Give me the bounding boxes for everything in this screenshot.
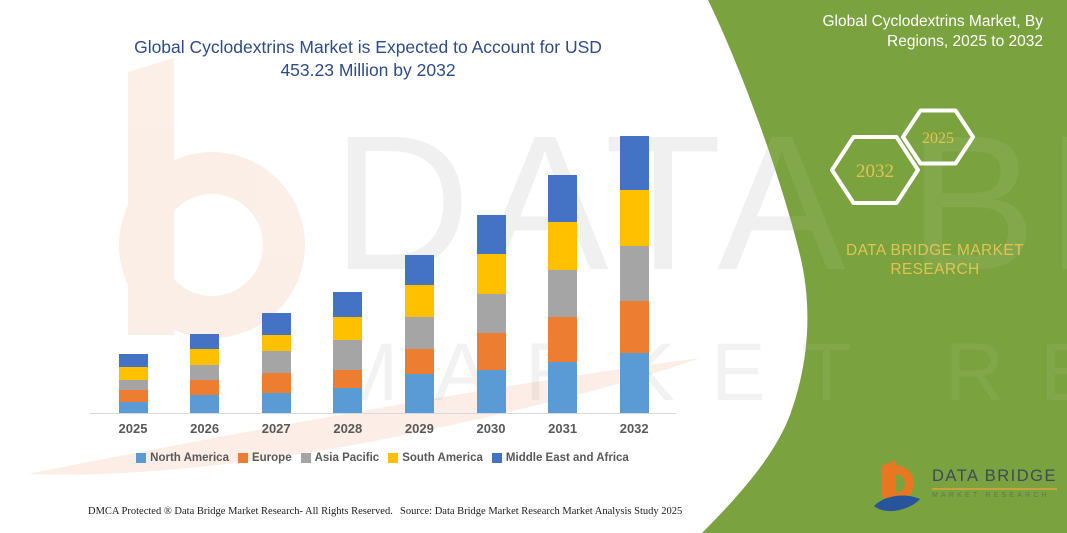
x-axis-label-2025: 2025 [118,421,148,436]
stacked-bar-2025 [118,354,148,413]
x-axis-label-2027: 2027 [261,421,291,436]
legend-label: Asia Pacific [314,452,380,464]
bar-segment-north-america [619,353,649,413]
bar-segment-middle-east-and-africa [333,292,363,317]
bar-segment-asia-pacific [476,293,506,333]
legend-item-europe: Europe [237,452,292,464]
chart-legend: North America Europe Asia Pacific South Ame… [90,452,675,464]
legend-swatch [136,453,147,463]
plot-area: 2025 2026 2027 2028 2029 2030 2031 2032 [90,120,676,436]
logo-name: DATA BRIDGE [932,467,1057,485]
x-axis-label-2029: 2029 [404,421,434,436]
panel-title-line2: Regions, 2025 to 2032 [887,33,1043,50]
bar-segment-middle-east-and-africa [404,254,434,286]
hexagon-badges: 2032 2025 [830,108,975,205]
bar-segment-north-america [548,361,578,413]
bar-segment-south-america [261,334,291,352]
bar-segment-middle-east-and-africa [548,175,578,222]
legend-label: Middle East and Africa [505,452,629,464]
x-axis-label-2032: 2032 [619,421,649,436]
chart-title: Global Cyclodextrins Market is Expected … [62,36,674,82]
bar-segment-europe [476,332,506,371]
bar-segment-north-america [333,387,363,413]
brand-caption-line1: DATA BRIDGE MARKET [845,242,1024,259]
stacked-bar-2032 [619,136,649,413]
hexagon-2025-label: 2025 [922,130,954,147]
legend-swatch [491,453,502,463]
bar-segment-europe [404,348,434,374]
legend-item-north-america: North America [136,452,229,464]
bar-segment-europe [548,317,578,362]
legend-label: Europe [251,452,292,464]
stacked-bar-2030 [476,215,506,413]
hexagon-2025 [901,108,975,166]
hexagon-2032-label: 2032 [856,161,894,182]
bar-segment-south-america [190,348,220,366]
legend-label: South America [402,452,483,464]
bar-segment-middle-east-and-africa [261,312,291,335]
x-axis-label-2028: 2028 [333,421,363,436]
x-axis-line [90,413,676,414]
bar-segment-europe [333,369,363,388]
legend-label: North America [150,452,229,464]
bar-segment-asia-pacific [118,380,148,391]
stacked-bar-2029 [404,254,434,413]
footer-source: Source: Data Bridge Market Research Mark… [400,506,683,517]
bar-segment-middle-east-and-africa [190,333,220,349]
hexagon-2032 [830,135,920,205]
bar-segment-north-america [261,392,291,413]
bar-segment-north-america [476,370,506,413]
bar-segment-middle-east-and-africa [476,215,506,254]
bar-segment-asia-pacific [261,351,291,373]
bar-segment-north-america [118,402,148,413]
legend-swatch [300,453,311,463]
legend-item-asia-pacific: Asia Pacific [300,452,380,464]
logo-divider [932,488,1057,490]
bar-segment-asia-pacific [190,365,220,381]
bar-segment-south-america [404,285,434,318]
brand-caption: DATA BRIDGE MARKET RESEARCH [790,241,1067,279]
bar-segment-europe [190,380,220,395]
bar-segment-middle-east-and-africa [118,354,148,367]
stacked-bar-2026 [190,333,220,413]
stacked-bar-2031 [548,175,578,413]
bar-segment-south-america [476,253,506,294]
bar-segment-europe [118,390,148,402]
bar-segment-europe [261,372,291,393]
x-axis-label-2030: 2030 [476,421,506,436]
bar-segment-south-america [548,221,578,271]
logo-subname: MARKET RESEARCH [932,491,1050,499]
x-axis-label-2026: 2026 [190,421,220,436]
footer-copyright: DMCA Protected ® Data Bridge Market Rese… [88,506,393,517]
bar-segment-north-america [190,394,220,413]
x-axis-label-2031: 2031 [548,421,578,436]
legend-swatch [237,453,248,463]
bar-segment-south-america [619,190,649,247]
stacked-bar-2028 [333,292,363,413]
bar-segment-south-america [118,366,148,381]
bar-segment-europe [619,301,649,354]
bar-segment-asia-pacific [333,340,363,370]
panel-title-line1: Global Cyclodextrins Market, By [822,13,1043,30]
legend-item-middle-east-and-africa: Middle East and Africa [491,452,629,464]
bar-segment-asia-pacific [404,317,434,349]
panel-title: Global Cyclodextrins Market, By Regions,… [723,12,1043,52]
bar-segment-middle-east-and-africa [619,136,649,191]
stacked-bar-2027 [261,312,291,413]
brand-caption-line2: RESEARCH [890,261,980,278]
chart-title-line1: Global Cyclodextrins Market is Expected … [134,37,602,57]
bar-segment-north-america [404,373,434,413]
data-bridge-logo-icon [874,460,920,512]
logo-text-block: DATA BRIDGE MARKET RESEARCH [932,458,1057,499]
legend-item-south-america: South America [388,452,483,464]
legend-swatch [388,453,399,463]
bar-segment-asia-pacific [619,246,649,302]
chart-title-line2: 453.23 Million by 2032 [280,60,456,80]
bar-segment-south-america [333,316,363,341]
data-bridge-logo: DATA BRIDGE MARKET RESEARCH [872,458,1057,516]
bar-segment-asia-pacific [548,270,578,318]
